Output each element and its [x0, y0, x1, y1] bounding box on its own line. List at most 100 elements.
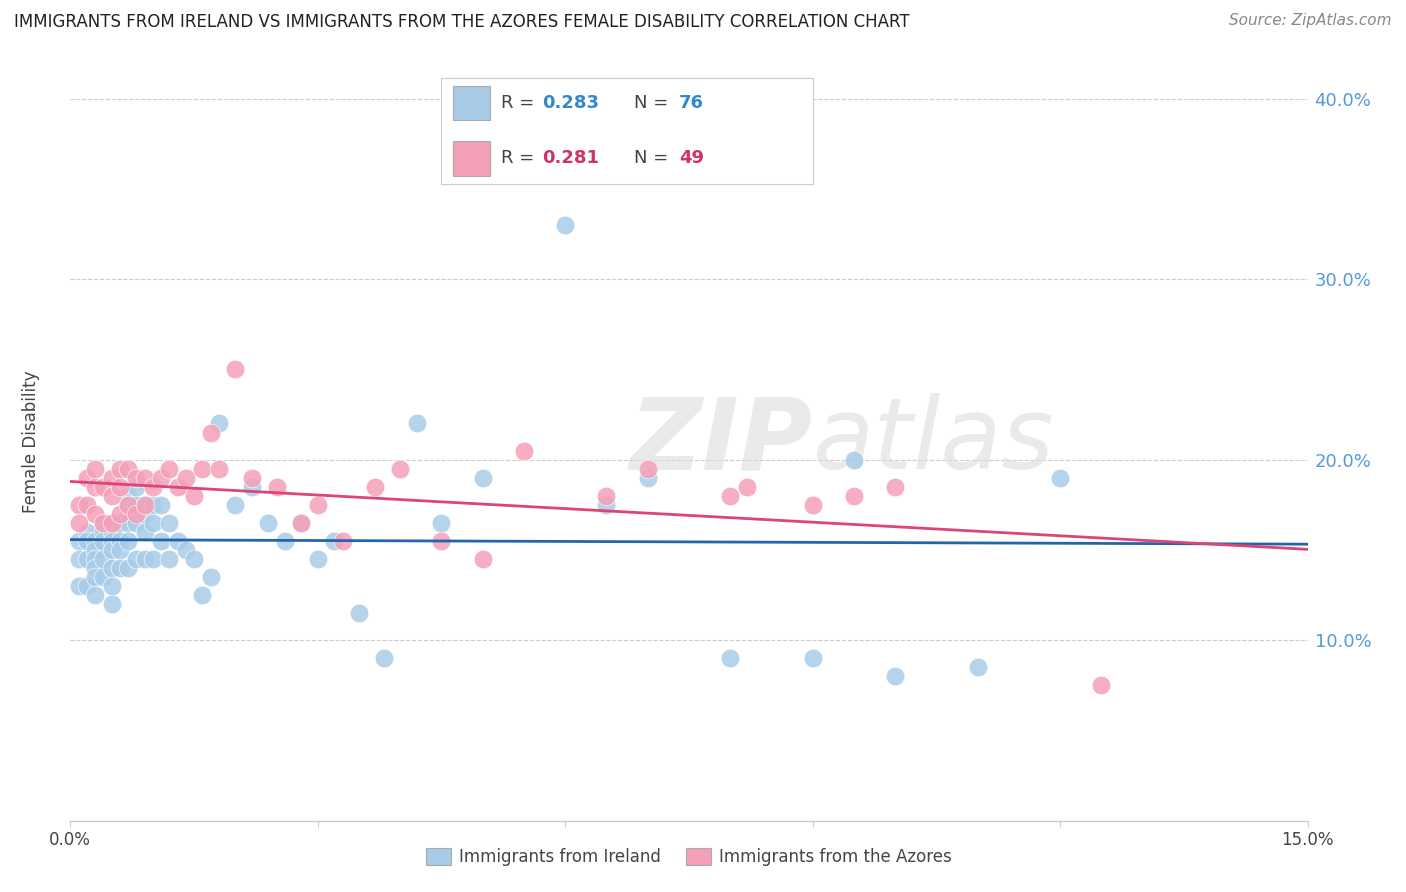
Point [373, 651, 395, 665]
Point [157, 461, 180, 475]
Point [117, 489, 139, 503]
Point [718, 651, 741, 665]
Point [174, 470, 197, 484]
Point [718, 489, 741, 503]
Point [108, 542, 131, 557]
Point [76, 533, 98, 548]
Point [224, 362, 246, 376]
Point [67, 552, 90, 566]
Point [67, 516, 90, 530]
Point [224, 498, 246, 512]
Point [134, 507, 156, 521]
Point [142, 480, 165, 494]
Point [1090, 678, 1112, 692]
Point [430, 516, 453, 530]
Text: IMMIGRANTS FROM IRELAND VS IMMIGRANTS FROM THE AZORES FEMALE DISABILITY CORRELAT: IMMIGRANTS FROM IRELAND VS IMMIGRANTS FR… [14, 13, 910, 31]
Point [150, 498, 173, 512]
Point [134, 552, 156, 566]
Point [84, 480, 107, 494]
Legend: Immigrants from Ireland, Immigrants from the Azores: Immigrants from Ireland, Immigrants from… [419, 841, 959, 873]
Point [471, 552, 494, 566]
Point [67, 498, 90, 512]
Point [76, 552, 98, 566]
Point [91, 552, 114, 566]
Point [1049, 470, 1071, 484]
Point [884, 480, 907, 494]
Point [595, 498, 617, 512]
Point [125, 507, 148, 521]
Point [117, 533, 139, 548]
Point [307, 498, 329, 512]
Text: Source: ZipAtlas.com: Source: ZipAtlas.com [1229, 13, 1392, 29]
Point [191, 461, 214, 475]
Point [91, 533, 114, 548]
Point [91, 524, 114, 539]
Point [332, 533, 354, 548]
Point [108, 480, 131, 494]
Point [513, 443, 536, 458]
Point [842, 489, 865, 503]
Point [117, 498, 139, 512]
Point [200, 425, 222, 440]
Point [290, 516, 312, 530]
Point [117, 516, 139, 530]
Point [100, 489, 122, 503]
Point [108, 516, 131, 530]
Point [884, 669, 907, 683]
Point [389, 461, 412, 475]
Point [100, 597, 122, 611]
Point [76, 524, 98, 539]
Point [108, 507, 131, 521]
Point [76, 498, 98, 512]
Point [84, 507, 107, 521]
Point [554, 218, 576, 232]
Point [637, 461, 659, 475]
Point [471, 470, 494, 484]
Text: atlas: atlas [813, 393, 1054, 490]
Point [801, 498, 824, 512]
Point [100, 579, 122, 593]
Text: Female Disability: Female Disability [21, 370, 39, 513]
Point [142, 498, 165, 512]
Point [91, 516, 114, 530]
Point [125, 552, 148, 566]
Point [100, 516, 122, 530]
Point [91, 480, 114, 494]
Point [100, 470, 122, 484]
Point [801, 651, 824, 665]
Point [108, 461, 131, 475]
Point [430, 533, 453, 548]
Point [76, 470, 98, 484]
Point [364, 480, 387, 494]
Point [67, 533, 90, 548]
Point [595, 489, 617, 503]
Point [76, 579, 98, 593]
Point [637, 470, 659, 484]
Point [91, 570, 114, 584]
Point [142, 552, 165, 566]
Point [966, 660, 988, 674]
Point [84, 588, 107, 602]
Point [100, 516, 122, 530]
Point [84, 533, 107, 548]
Point [117, 498, 139, 512]
Point [200, 570, 222, 584]
Point [67, 579, 90, 593]
Point [290, 516, 312, 530]
Point [257, 516, 280, 530]
Point [266, 480, 288, 494]
Point [84, 461, 107, 475]
Point [208, 461, 231, 475]
Point [134, 498, 156, 512]
Point [183, 552, 205, 566]
Point [240, 480, 263, 494]
Point [91, 516, 114, 530]
Point [274, 533, 297, 548]
Point [100, 533, 122, 548]
Point [84, 542, 107, 557]
Point [347, 606, 370, 620]
Point [134, 470, 156, 484]
Point [142, 516, 165, 530]
Point [405, 417, 427, 431]
Point [208, 417, 231, 431]
